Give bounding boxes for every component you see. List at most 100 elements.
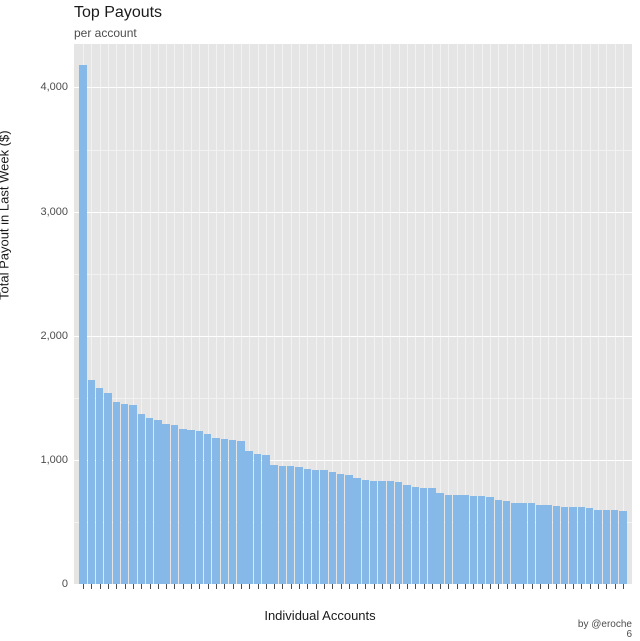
- x-tick-mark: [141, 584, 142, 589]
- x-tick-mark: [490, 584, 491, 589]
- x-tick-mark: [299, 584, 300, 589]
- x-tick-mark: [424, 584, 425, 589]
- x-tick-mark: [598, 584, 599, 589]
- x-tick-mark: [91, 584, 92, 589]
- bar: [478, 496, 485, 584]
- x-tick-mark: [590, 584, 591, 589]
- bar: [536, 505, 543, 584]
- bar: [528, 503, 535, 584]
- x-tick-mark: [158, 584, 159, 589]
- x-tick-mark: [216, 584, 217, 589]
- bar: [88, 380, 95, 584]
- plot-panel: [74, 44, 632, 584]
- bar: [353, 478, 360, 584]
- x-tick-mark: [573, 584, 574, 589]
- bar: [312, 470, 319, 584]
- x-tick-mark: [241, 584, 242, 589]
- y-tick-label: 4,000: [40, 81, 68, 93]
- x-tick-mark: [291, 584, 292, 589]
- x-tick-mark: [258, 584, 259, 589]
- bar: [486, 497, 493, 584]
- x-tick-mark: [482, 584, 483, 589]
- bar: [212, 438, 219, 584]
- bar: [204, 434, 211, 584]
- bar: [154, 420, 161, 584]
- bar: [470, 496, 477, 584]
- y-axis-label: Total Payout in Last Week ($): [0, 130, 12, 300]
- x-tick-mark: [150, 584, 151, 589]
- x-tick-mark: [448, 584, 449, 589]
- x-tick-mark: [407, 584, 408, 589]
- x-tick-mark: [174, 584, 175, 589]
- bar: [146, 418, 153, 584]
- chart-title: Top Payouts: [74, 4, 162, 22]
- x-tick-mark: [133, 584, 134, 589]
- x-tick-mark: [457, 584, 458, 589]
- x-tick-mark: [556, 584, 557, 589]
- bar: [561, 507, 568, 584]
- caption-number: 6: [626, 629, 632, 640]
- bars: [74, 44, 632, 584]
- x-tick-mark: [382, 584, 383, 589]
- x-tick-mark: [83, 584, 84, 589]
- bar: [578, 507, 585, 584]
- y-tick-label: 1,000: [40, 454, 68, 466]
- x-axis-ticks: [74, 584, 632, 590]
- x-tick-mark: [515, 584, 516, 589]
- bar: [544, 505, 551, 584]
- x-tick-mark: [465, 584, 466, 589]
- x-tick-mark: [615, 584, 616, 589]
- bar: [187, 430, 194, 584]
- bar: [121, 404, 128, 584]
- x-tick-mark: [282, 584, 283, 589]
- bar: [237, 441, 244, 584]
- x-tick-mark: [224, 584, 225, 589]
- bar: [453, 495, 460, 584]
- bar: [229, 440, 236, 584]
- bar: [362, 480, 369, 584]
- x-tick-mark: [166, 584, 167, 589]
- x-tick-mark: [125, 584, 126, 589]
- bar: [196, 431, 203, 584]
- bar: [113, 402, 120, 584]
- bar: [279, 466, 286, 584]
- bar: [403, 485, 410, 584]
- x-tick-mark: [374, 584, 375, 589]
- bar: [511, 503, 518, 584]
- bar: [370, 481, 377, 584]
- bar: [461, 495, 468, 584]
- x-tick-mark: [432, 584, 433, 589]
- bar: [420, 488, 427, 584]
- bar: [569, 507, 576, 584]
- x-tick-mark: [341, 584, 342, 589]
- bar: [104, 393, 111, 584]
- x-tick-mark: [606, 584, 607, 589]
- x-tick-mark: [440, 584, 441, 589]
- bar: [378, 481, 385, 584]
- bar: [519, 503, 526, 584]
- chart-caption: by @eroche 6: [578, 620, 632, 640]
- x-tick-mark: [540, 584, 541, 589]
- x-tick-mark: [100, 584, 101, 589]
- bar: [295, 467, 302, 584]
- bar: [179, 429, 186, 584]
- bar: [586, 508, 593, 584]
- bar: [603, 510, 610, 584]
- bar: [553, 506, 560, 584]
- bar: [445, 495, 452, 584]
- x-tick-mark: [191, 584, 192, 589]
- y-tick-label: 3,000: [40, 206, 68, 218]
- bar: [138, 414, 145, 584]
- bar: [254, 454, 261, 584]
- x-tick-mark: [498, 584, 499, 589]
- bar: [162, 424, 169, 584]
- bar: [611, 510, 618, 584]
- bar: [594, 510, 601, 584]
- x-tick-mark: [324, 584, 325, 589]
- chart-container: Top Payouts per account Total Payout in …: [0, 0, 640, 641]
- x-tick-mark: [523, 584, 524, 589]
- x-tick-mark: [233, 584, 234, 589]
- bar: [387, 481, 394, 584]
- bar: [619, 511, 626, 584]
- x-tick-mark: [249, 584, 250, 589]
